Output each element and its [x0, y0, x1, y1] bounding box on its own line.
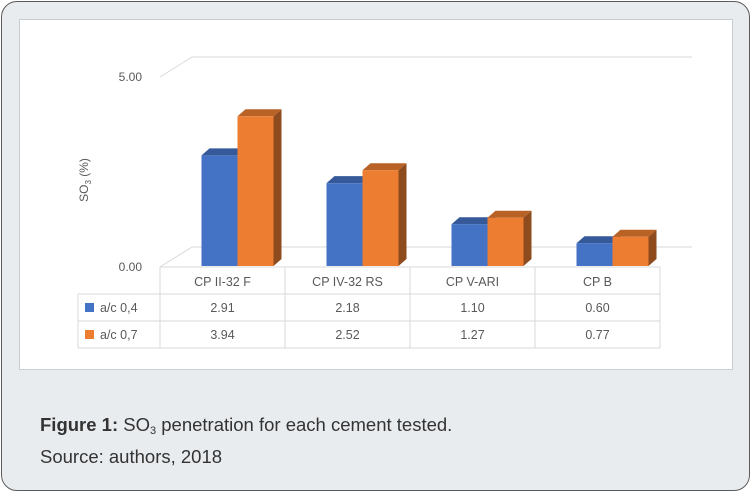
- data-table-value: 0.60: [585, 301, 609, 315]
- x-category-label: CP B: [583, 275, 612, 289]
- bar-a/c 0,7-CP V-ARI: [487, 217, 524, 266]
- bar-side-a/c 0,7-CP II-32 F: [273, 109, 282, 266]
- data-table-value: 2.91: [210, 301, 234, 315]
- bar-a/c 0,4-CP B: [576, 243, 613, 266]
- legend-swatch-a/c 0,4: [85, 303, 94, 312]
- data-table-value: 0.77: [585, 328, 609, 342]
- caption-line-1: Figure 1: SO3 penetration for each cemen…: [40, 412, 452, 444]
- bar-a/c 0,7-CP B: [612, 236, 649, 266]
- bar-a/c 0,4-CP IV-32 RS: [326, 183, 363, 266]
- gridline-top-side: [159, 56, 193, 78]
- legend-label: a/c 0,7: [100, 328, 138, 342]
- bar-a/c 0,7-CP II-32 F: [237, 116, 274, 266]
- legend-label: a/c 0,4: [100, 301, 138, 315]
- data-table-value: 2.18: [335, 301, 359, 315]
- x-category-label: CP II-32 F: [194, 275, 251, 289]
- bar-top-a/c 0,4-CP II-32 F: [201, 148, 246, 156]
- bar-top-a/c 0,7-CP V-ARI: [487, 210, 532, 218]
- data-table-value: 2.52: [335, 328, 359, 342]
- bar-a/c 0,4-CP V-ARI: [451, 224, 488, 266]
- bar-top-a/c 0,4-CP V-ARI: [451, 217, 496, 225]
- y-tick-label: 0.00: [119, 260, 143, 274]
- bar-side-a/c 0,7-CP IV-32 RS: [398, 163, 407, 266]
- y-axis-label: SO3 (%): [77, 158, 93, 202]
- bar-top-a/c 0,4-CP B: [576, 236, 621, 244]
- y-tick-label: 5.00: [119, 70, 143, 84]
- caption-source: Source: authors, 2018: [40, 446, 223, 467]
- x-category-label: CP V-ARI: [446, 275, 499, 289]
- data-table-value: 1.27: [460, 328, 484, 342]
- bar-a/c 0,4-CP II-32 F: [201, 155, 238, 266]
- chart-panel: 0.00 5.00 SO3 (%) CP II-32 F CP IV-32 RS CP V…: [19, 19, 733, 370]
- caption-text-end: penetration for each cement tested.: [156, 414, 453, 435]
- bar-chart: 0.00 5.00 SO3 (%) CP II-32 F CP IV-32 RS CP V…: [77, 56, 692, 349]
- figure-caption: Figure 1: SO3 penetration for each cemen…: [40, 412, 452, 469]
- floor-side-edge: [159, 246, 193, 268]
- caption-text-start: SO: [123, 414, 150, 435]
- data-table-value: 1.10: [460, 301, 484, 315]
- x-category-label: CP IV-32 RS: [312, 275, 383, 289]
- bar-a/c 0,7-CP IV-32 RS: [362, 170, 399, 266]
- bar-side-a/c 0,7-CP V-ARI: [523, 210, 532, 266]
- caption-subscript: 3: [150, 425, 157, 437]
- bar-side-a/c 0,7-CP B: [648, 229, 657, 266]
- bar-top-a/c 0,7-CP B: [612, 229, 657, 237]
- bar-top-a/c 0,4-CP IV-32 RS: [326, 176, 371, 184]
- legend-swatch-a/c 0,7: [85, 330, 94, 339]
- figure-label: Figure 1:: [40, 414, 119, 435]
- data-table-value: 3.94: [210, 328, 234, 342]
- bar-top-a/c 0,7-CP II-32 F: [237, 109, 282, 117]
- bar-top-a/c 0,7-CP IV-32 RS: [362, 163, 407, 171]
